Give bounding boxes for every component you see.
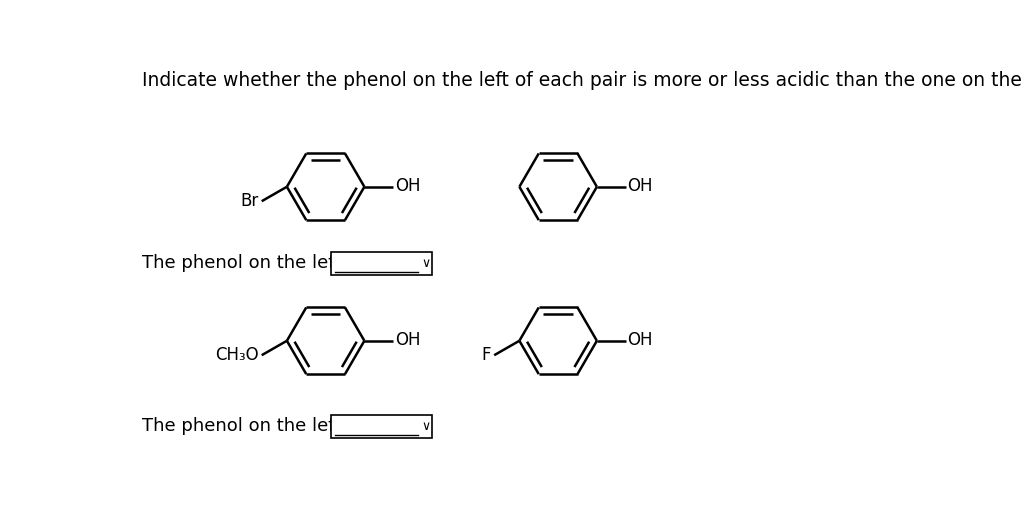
Text: OH: OH — [628, 331, 653, 349]
Text: Br: Br — [241, 192, 259, 210]
Text: F: F — [481, 346, 492, 364]
Bar — [331, 252, 432, 275]
Text: The phenol on the left is:: The phenol on the left is: — [142, 417, 368, 435]
Text: OH: OH — [395, 331, 421, 349]
Text: Indicate whether the phenol on the left of each pair is more or less acidic than: Indicate whether the phenol on the left … — [142, 71, 1024, 90]
Text: ∨: ∨ — [421, 256, 430, 269]
Text: OH: OH — [628, 177, 653, 195]
Text: The phenol on the left is:: The phenol on the left is: — [142, 254, 368, 272]
Text: CH₃O: CH₃O — [215, 346, 259, 364]
Text: OH: OH — [395, 177, 421, 195]
Text: ∨: ∨ — [421, 420, 430, 433]
Bar — [331, 415, 432, 438]
